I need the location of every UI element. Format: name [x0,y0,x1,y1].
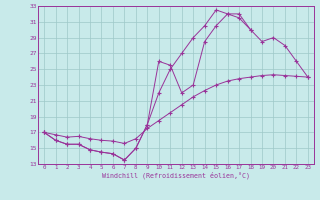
X-axis label: Windchill (Refroidissement éolien,°C): Windchill (Refroidissement éolien,°C) [102,172,250,179]
